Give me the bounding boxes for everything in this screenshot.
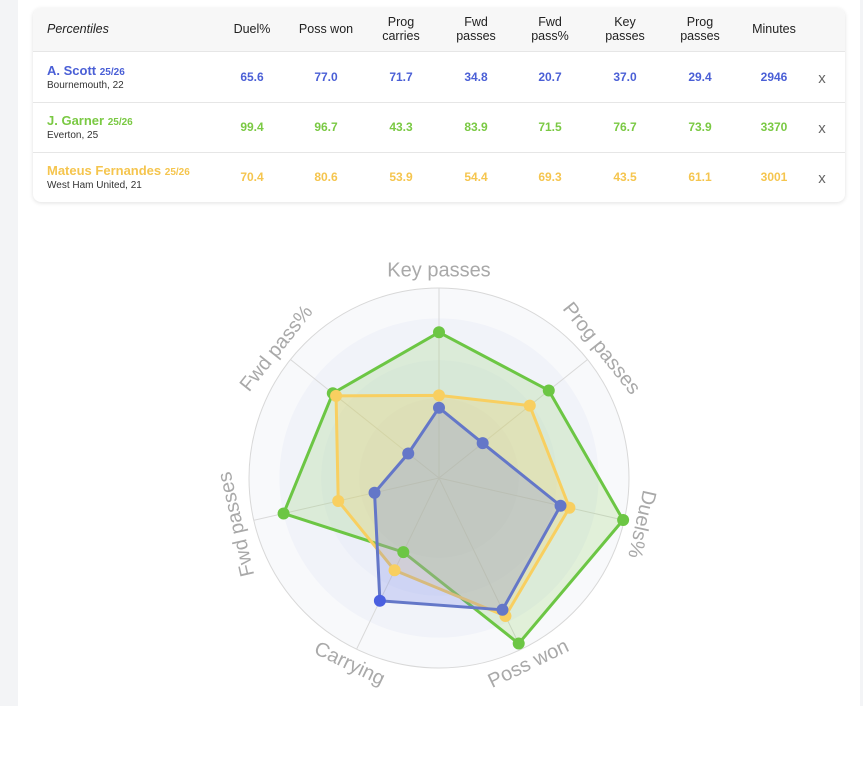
minutes-value: 3001 <box>760 170 788 184</box>
radar-point <box>277 507 290 520</box>
player-club: Bournemouth, 22 <box>47 80 124 91</box>
player-season: 25/26 <box>107 117 133 128</box>
column-header: Minutes <box>752 22 796 36</box>
radar-point <box>433 401 445 414</box>
percentile-value: 71.5 <box>538 120 562 134</box>
radar-polygon <box>373 406 563 612</box>
percentile-value: 83.9 <box>464 120 488 134</box>
radar-point <box>368 486 381 499</box>
radar-spoke <box>438 477 625 521</box>
player-club: West Ham United, 21 <box>47 180 142 191</box>
minutes-value: 3370 <box>760 120 788 134</box>
radar-point <box>332 494 345 507</box>
percentile-value: 77.0 <box>314 70 338 84</box>
percentile-value: 29.4 <box>688 70 712 84</box>
player-club: Everton, 25 <box>47 130 99 141</box>
percentile-value: 76.7 <box>613 120 637 134</box>
player-name-line: Mateus Fernandes 25/26 <box>47 163 190 178</box>
radar-spoke <box>356 477 440 650</box>
radar-point <box>402 447 415 460</box>
player-name: J. Garner <box>47 113 105 128</box>
percentile-value: 80.6 <box>314 170 338 184</box>
radar-point <box>523 399 536 412</box>
minutes-value: 2946 <box>760 70 788 84</box>
percentile-table: Percentiles Duel% Poss won Prog carries Fwd… <box>33 8 845 202</box>
remove-button[interactable]: x <box>818 170 826 187</box>
remove-button[interactable]: x <box>818 120 826 137</box>
radar-point <box>433 389 445 402</box>
player-season: 25/26 <box>99 67 125 78</box>
player-name: A. Scott <box>47 63 97 78</box>
radar-point <box>617 514 630 527</box>
percentile-value: 65.6 <box>240 70 264 84</box>
percentile-value: 69.3 <box>538 170 562 184</box>
radar-point <box>330 389 343 402</box>
radar-point <box>542 384 555 397</box>
percentile-value: 20.7 <box>538 70 562 84</box>
column-header: Duel% <box>233 22 271 36</box>
radar-point <box>512 637 525 650</box>
radar-spoke <box>290 359 440 479</box>
remove-button[interactable]: x <box>818 70 826 87</box>
radar-point <box>433 326 445 339</box>
radar-point <box>373 594 386 607</box>
percentile-value: 37.0 <box>613 70 637 84</box>
radar-point <box>397 546 410 559</box>
player-name-line: J. Garner 25/26 <box>47 113 133 128</box>
percentile-value: 71.7 <box>389 70 413 84</box>
radar-polygon <box>334 393 571 618</box>
column-header: Key passes <box>605 15 645 43</box>
column-header: Prog carries <box>382 15 420 43</box>
percentile-value: 43.3 <box>389 120 413 134</box>
column-header: Fwd pass% <box>531 15 569 43</box>
radar-axis-label: Duels% <box>623 488 660 560</box>
percentile-value: 70.4 <box>240 170 264 184</box>
radar-point <box>388 564 401 577</box>
column-header: Prog passes <box>680 15 720 43</box>
column-header: Fwd passes <box>456 15 496 43</box>
player-row: A. Scott 25/26 Bournemouth, 22 65.6 77.0 71.… <box>33 52 845 103</box>
player-season: 25/26 <box>164 167 190 178</box>
player-name: Mateus Fernandes <box>47 163 162 178</box>
player-row: Mateus Fernandes 25/26 West Ham United, 2… <box>33 152 845 202</box>
percentile-value: 43.5 <box>613 170 637 184</box>
radar-point <box>554 499 567 512</box>
player-name-line: A. Scott 25/26 <box>47 63 125 78</box>
percentile-value: 53.9 <box>389 170 413 184</box>
percentile-value: 96.7 <box>314 120 338 134</box>
corner-label: Percentiles <box>47 22 109 36</box>
radar-spoke <box>438 359 588 479</box>
radar-point <box>496 603 509 616</box>
percentile-value: 34.8 <box>464 70 488 84</box>
percentile-value: 73.9 <box>688 120 712 134</box>
percentile-value: 61.1 <box>688 170 712 184</box>
radar-axis-label: Key passes <box>387 259 490 281</box>
column-header: Poss won <box>298 22 354 36</box>
player-row: J. Garner 25/26 Everton, 25 99.4 96.7 43.3 83… <box>33 102 845 153</box>
percentile-value: 54.4 <box>464 170 488 184</box>
radar-point <box>476 437 489 450</box>
table-header: Percentiles Duel% Poss won Prog carries Fwd… <box>33 8 845 52</box>
percentile-value: 99.4 <box>240 120 264 134</box>
